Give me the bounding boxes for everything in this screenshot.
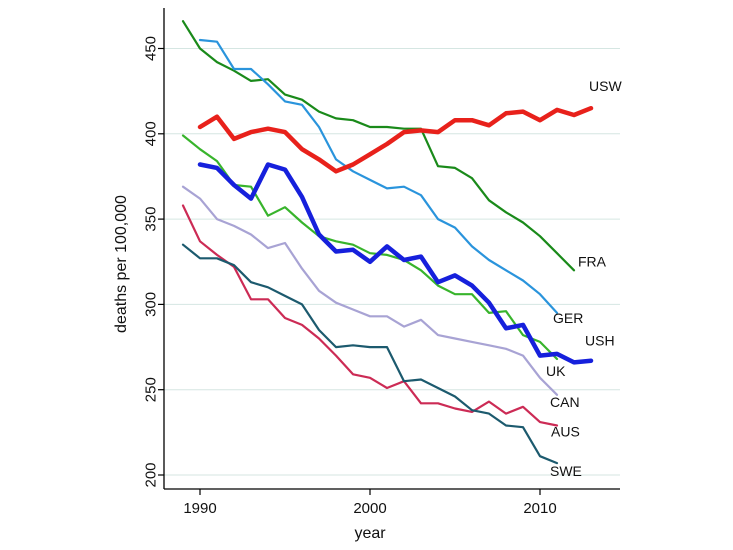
series-label-uk: UK bbox=[546, 363, 566, 379]
y-tick-label: 450 bbox=[142, 36, 159, 61]
y-tick-label: 200 bbox=[142, 462, 159, 487]
series-line-aus bbox=[181, 204, 559, 427]
y-tick-label: 250 bbox=[142, 377, 159, 402]
gridlines bbox=[164, 48, 620, 476]
series-line-ush bbox=[197, 162, 594, 365]
series-label-ger: GER bbox=[553, 310, 583, 326]
x-axis-title: year bbox=[354, 525, 386, 542]
series-line-uk bbox=[181, 134, 559, 361]
y-tick-label: 300 bbox=[142, 292, 159, 317]
series-label-ush: USH bbox=[585, 333, 615, 349]
y-tick-label: 350 bbox=[142, 207, 159, 232]
series-line-fra bbox=[181, 20, 576, 272]
series-label-usw: USW bbox=[589, 78, 622, 94]
series-line-ger bbox=[198, 38, 559, 314]
series-line-swe bbox=[181, 243, 559, 465]
axis-ticks: 200 250 300 350 400 450 1990 2000 2010 bbox=[142, 36, 556, 517]
series-lines bbox=[181, 20, 594, 465]
series-label-fra: FRA bbox=[578, 253, 607, 269]
series-label-aus: AUS bbox=[551, 424, 580, 440]
axes bbox=[163, 8, 620, 490]
y-tick-label: 400 bbox=[142, 121, 159, 146]
x-tick-label: 2010 bbox=[523, 500, 556, 517]
series-label-can: CAN bbox=[550, 394, 580, 410]
x-tick-label: 1990 bbox=[183, 500, 216, 517]
x-tick-label: 2000 bbox=[353, 500, 386, 517]
series-label-swe: SWE bbox=[550, 463, 582, 479]
series-line-can bbox=[181, 185, 559, 396]
y-axis-title: deaths per 100,000 bbox=[113, 195, 130, 333]
series-line-usw bbox=[197, 105, 594, 174]
